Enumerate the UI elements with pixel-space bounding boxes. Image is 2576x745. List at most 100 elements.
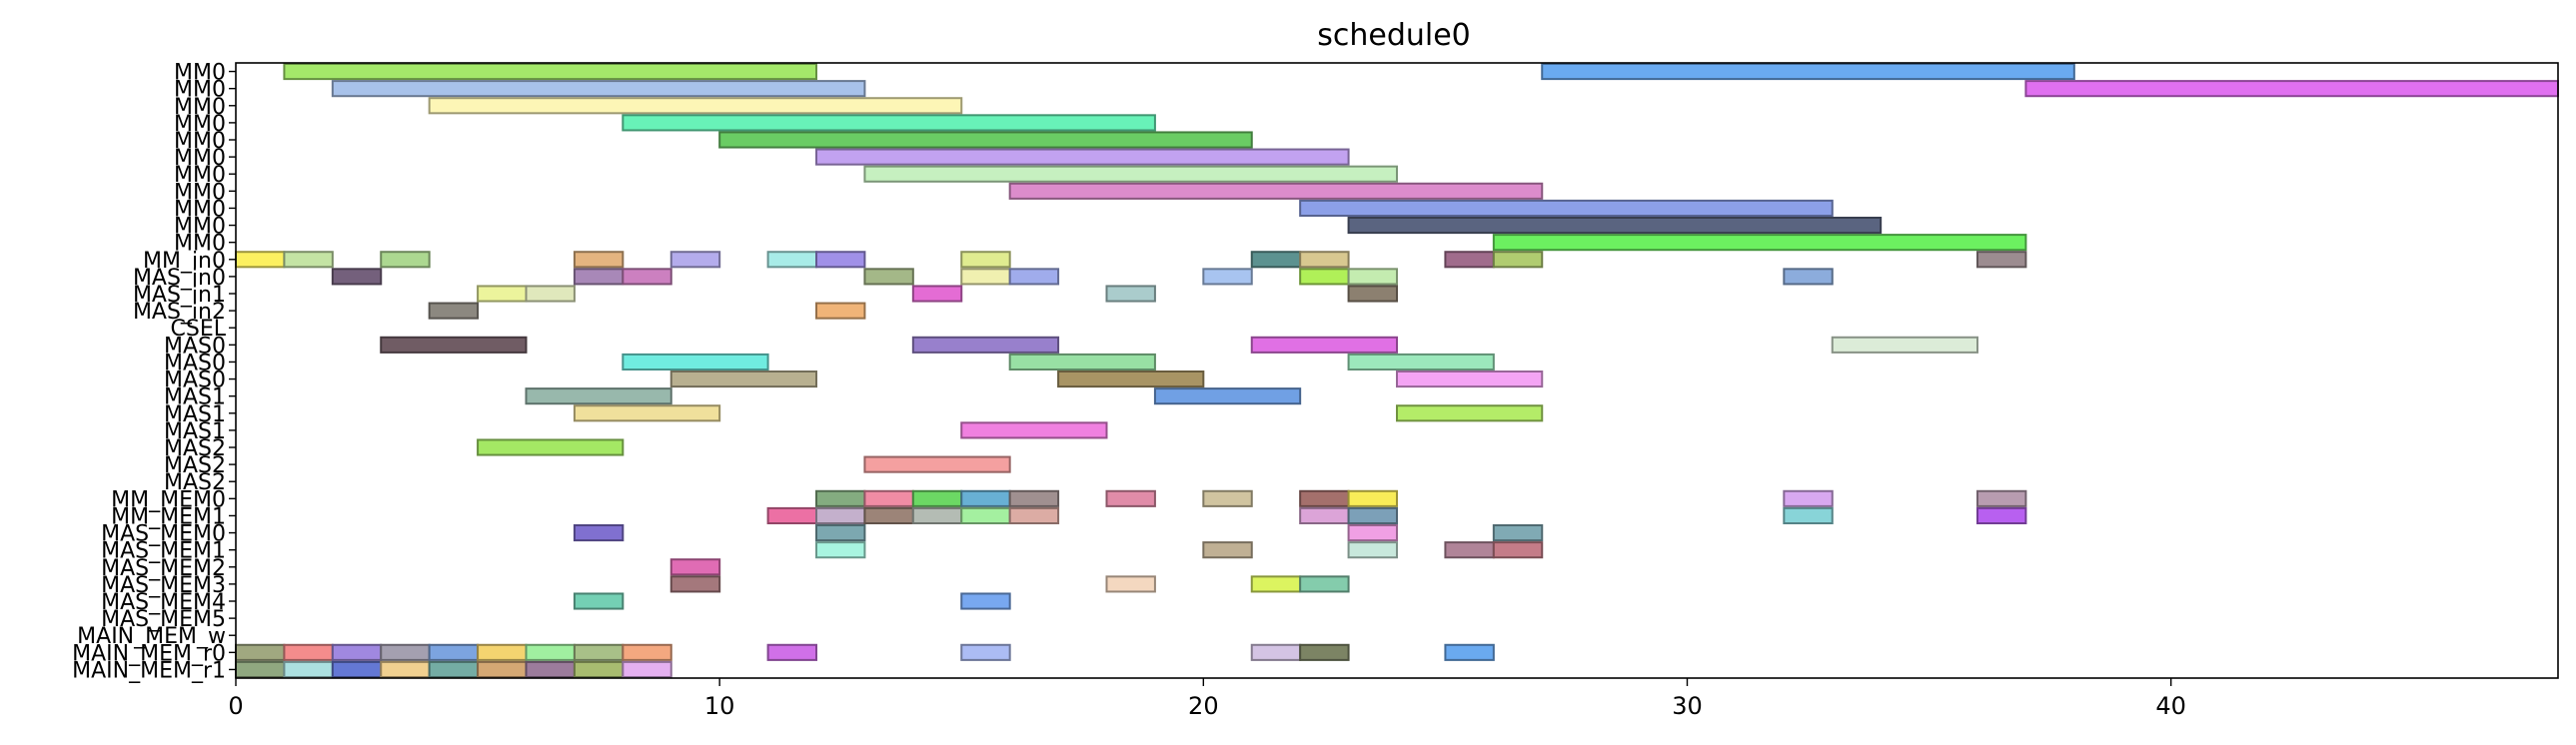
- gantt-bar-87: [1347, 541, 1399, 559]
- gantt-bar-90: [669, 558, 721, 576]
- gantt-bar-117: [525, 660, 576, 679]
- gantt-bar-111: [235, 660, 286, 679]
- gantt-bar-24: [1492, 251, 1544, 269]
- y-axis-labels: MM0MM0MM0MM0MM0MM0MM0MM0MM0MM0MM0MM_in0M…: [72, 61, 236, 683]
- gantt-bar-57: [960, 421, 1108, 439]
- gantt-bar-77: [1299, 506, 1350, 524]
- gantt-bar-8: [863, 165, 1398, 183]
- gantt-bar-73: [863, 506, 914, 524]
- gantt-bar-46: [1831, 336, 1978, 354]
- gantt-bar-119: [622, 660, 672, 679]
- gantt-bar-12: [1492, 234, 2027, 252]
- y-tick-label: MM0: [174, 146, 226, 171]
- y-tick-label: MM_in0: [143, 249, 226, 274]
- gantt-bar-38: [911, 285, 963, 303]
- y-tick-label: CSEL: [171, 317, 227, 342]
- gantt-bar-9: [1008, 182, 1544, 200]
- y-tick-label: MAS_in1: [133, 283, 226, 308]
- gantt-bar-107: [960, 643, 1011, 661]
- x-tick-label: 20: [1188, 692, 1219, 720]
- gantt-bar-92: [1105, 575, 1156, 593]
- x-axis: 0 10 20 30 40: [228, 678, 2186, 720]
- y-tick-label: MAS_MEM5: [101, 607, 226, 632]
- chart-title: schedule0: [1317, 18, 1471, 53]
- y-tick-label: MAS_MEM4: [101, 590, 226, 615]
- gantt-bar-34: [1347, 268, 1399, 286]
- gantt-bar-83: [1347, 524, 1399, 542]
- gantt-bar-113: [331, 660, 383, 679]
- y-tick-label: MAS2: [164, 436, 226, 461]
- gantt-bar-95: [573, 592, 625, 610]
- gantt-bar-17: [669, 251, 721, 269]
- y-tick-label: MM_MEM1: [111, 504, 226, 529]
- y-tick-label: MAS_MEM3: [101, 573, 226, 598]
- y-tick-label: MM0: [174, 163, 226, 188]
- gantt-bar-66: [1202, 489, 1253, 507]
- gantt-bar-41: [428, 302, 480, 320]
- gantt-bar-3: [2024, 80, 2559, 98]
- gantt-bar-29: [863, 268, 914, 286]
- gantt-bar-93: [1250, 575, 1302, 593]
- gantt-bar-14: [283, 251, 334, 269]
- gantt-bar-72: [815, 506, 866, 524]
- y-tick-label: MM0: [174, 95, 226, 120]
- gantt-bar-16: [573, 251, 625, 269]
- gantt-bar-89: [1492, 541, 1544, 559]
- gantt-bar-76: [1008, 506, 1060, 524]
- gantt-bar-69: [1783, 489, 1834, 507]
- y-tick-label: MAS_MEM2: [101, 556, 226, 581]
- x-tick-label: 0: [228, 692, 243, 720]
- gantt-bar-2: [331, 80, 866, 98]
- gantt-bar-22: [1299, 251, 1350, 269]
- gantt-bar-23: [1444, 251, 1495, 269]
- gantt-bar-11: [1347, 217, 1883, 235]
- gantt-bar-58: [477, 438, 625, 456]
- gantt-bar-18: [766, 251, 817, 269]
- gantt-bar-105: [622, 643, 672, 661]
- gantt-bar-68: [1347, 489, 1399, 507]
- gantt-bar-99: [331, 643, 383, 661]
- gantt-bar-98: [283, 643, 334, 661]
- gantt-bar-33: [1299, 268, 1350, 286]
- gantt-bar-106: [766, 643, 817, 661]
- gantt-bar-75: [960, 506, 1011, 524]
- gantt-bar-85: [815, 541, 866, 559]
- gantt-bar-115: [428, 660, 480, 679]
- y-tick-label: MAS1: [164, 419, 226, 444]
- gantt-bar-63: [960, 489, 1011, 507]
- gantt-bar-78: [1347, 506, 1399, 524]
- gantt-bar-71: [766, 506, 817, 524]
- gantt-bar-100: [380, 643, 431, 661]
- y-tick-label: MAS_MEM0: [101, 522, 226, 547]
- gantt-bar-97: [235, 643, 286, 661]
- y-tick-label: MAS0: [164, 369, 226, 393]
- gantt-bar-118: [573, 660, 625, 679]
- gantt-bar-94: [1299, 575, 1350, 593]
- y-tick-label: MM0: [174, 112, 226, 137]
- y-tick-label: MAS0: [164, 334, 226, 359]
- gantt-bar-109: [1299, 643, 1350, 661]
- gantt-bar-102: [477, 643, 528, 661]
- gantt-bar-112: [283, 660, 334, 679]
- gantt-bar-26: [331, 268, 383, 286]
- x-tick-label: 10: [704, 692, 735, 720]
- gantt-bar-114: [380, 660, 431, 679]
- gantt-bar-103: [525, 643, 576, 661]
- gantt-bar-0: [283, 63, 817, 81]
- y-tick-label: MAS1: [164, 385, 226, 410]
- y-tick-label: MAS_in2: [133, 300, 226, 325]
- gantt-bar-91: [669, 575, 721, 593]
- gantt-bar-67: [1299, 489, 1350, 507]
- gantt-bar-70: [1976, 489, 2027, 507]
- gantt-bar-5: [622, 114, 1156, 132]
- gantt-bar-84: [1492, 524, 1544, 542]
- gantt-bar-42: [815, 302, 866, 320]
- y-tick-label: MAIN_MEM_r1: [72, 658, 226, 683]
- y-tick-label: MAS2: [164, 453, 226, 478]
- gantt-bar-35: [1783, 268, 1834, 286]
- gantt-bar-52: [1396, 371, 1544, 388]
- gantt-bar-62: [911, 489, 963, 507]
- gantt-bar-108: [1250, 643, 1302, 661]
- gantt-bar-53: [525, 387, 672, 405]
- gantt-bar-30: [960, 268, 1011, 286]
